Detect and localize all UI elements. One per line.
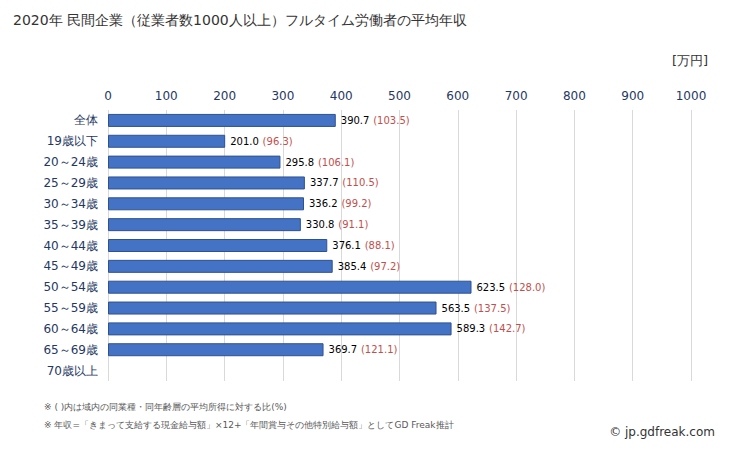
svg-text:900: 900: [621, 89, 644, 103]
svg-text:全体: 全体: [74, 113, 98, 127]
svg-text:※ ( )内は域内の同業種・同年齢層の平均所得に対する比(%: ※ ( )内は域内の同業種・同年齢層の平均所得に対する比(%): [44, 402, 287, 412]
svg-text:330.8: 330.8: [306, 219, 335, 230]
svg-text:19歳以下: 19歳以下: [47, 134, 98, 148]
svg-text:0: 0: [104, 89, 112, 103]
svg-text:390.7: 390.7: [341, 115, 370, 126]
svg-text:65～69歳: 65～69歳: [43, 343, 98, 357]
svg-text:70歳以上: 70歳以上: [47, 364, 98, 378]
svg-text:376.1: 376.1: [332, 240, 361, 251]
svg-text:(121.1): (121.1): [361, 344, 398, 355]
svg-text:(137.5): (137.5): [474, 303, 511, 314]
svg-text:(106.1): (106.1): [318, 157, 355, 168]
svg-text:40～44歳: 40～44歳: [43, 239, 98, 253]
svg-text:300: 300: [271, 89, 294, 103]
svg-text:20～24歳: 20～24歳: [43, 155, 98, 169]
svg-text:500: 500: [388, 89, 411, 103]
svg-text:25～29歳: 25～29歳: [43, 176, 98, 190]
svg-text:© jp.gdfreak.com: © jp.gdfreak.com: [609, 425, 715, 439]
svg-text:201.0: 201.0: [230, 136, 259, 147]
svg-text:※ 年収=「きまって支給する現金給与額」×12+「年間賞与そ: ※ 年収=「きまって支給する現金給与額」×12+「年間賞与その他特別給与額」とし…: [44, 420, 454, 430]
svg-text:35～39歳: 35～39歳: [43, 218, 98, 232]
svg-text:100: 100: [155, 89, 178, 103]
svg-text:[万円]: [万円]: [672, 53, 708, 68]
svg-text:336.2: 336.2: [309, 198, 338, 209]
svg-text:30～34歳: 30～34歳: [43, 197, 98, 211]
svg-text:623.5: 623.5: [477, 282, 506, 293]
svg-text:589.3: 589.3: [457, 323, 486, 334]
svg-text:(88.1): (88.1): [365, 240, 395, 251]
svg-text:2020年 民間企業（従業者数1000人以上）フルタイム労働: 2020年 民間企業（従業者数1000人以上）フルタイム労働者の平均年収: [13, 12, 467, 28]
svg-text:200: 200: [213, 89, 236, 103]
svg-text:385.4: 385.4: [338, 261, 367, 272]
svg-text:(99.2): (99.2): [341, 198, 371, 209]
svg-text:60～64歳: 60～64歳: [43, 322, 98, 336]
svg-text:400: 400: [330, 89, 353, 103]
svg-text:45～49歳: 45～49歳: [43, 259, 98, 273]
svg-text:(128.0): (128.0): [509, 282, 546, 293]
svg-text:(96.3): (96.3): [263, 136, 293, 147]
svg-text:(103.5): (103.5): [373, 115, 410, 126]
svg-text:369.7: 369.7: [329, 344, 358, 355]
svg-text:(142.7): (142.7): [489, 323, 526, 334]
svg-text:600: 600: [446, 89, 469, 103]
svg-text:50～54歳: 50～54歳: [43, 280, 98, 294]
svg-text:337.7: 337.7: [310, 177, 339, 188]
svg-text:1000: 1000: [676, 89, 707, 103]
svg-text:563.5: 563.5: [442, 303, 471, 314]
svg-text:55～59歳: 55～59歳: [43, 301, 98, 315]
svg-text:295.8: 295.8: [285, 157, 314, 168]
svg-text:(97.2): (97.2): [370, 261, 400, 272]
svg-text:700: 700: [505, 89, 528, 103]
svg-text:800: 800: [563, 89, 586, 103]
svg-text:(91.1): (91.1): [338, 219, 368, 230]
svg-text:(110.5): (110.5): [342, 177, 379, 188]
